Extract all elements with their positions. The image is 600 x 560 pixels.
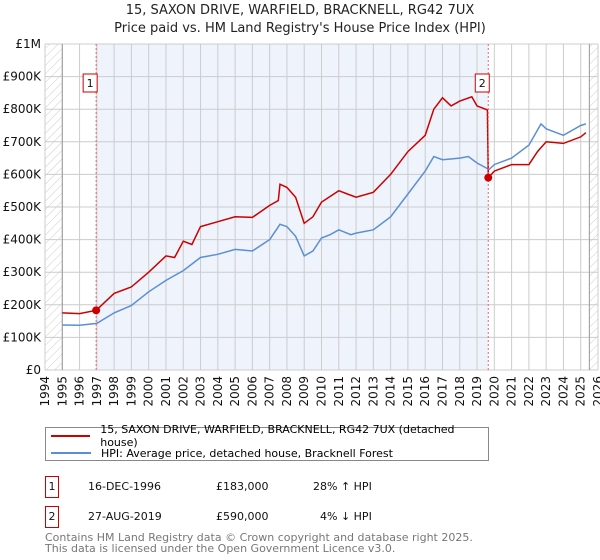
x-tick-label: 2025 xyxy=(574,376,588,407)
x-tick-label: 2012 xyxy=(349,376,363,407)
chart-subtitle: Price paid vs. HM Land Registry's House … xyxy=(114,21,486,36)
sale-row-1: 1 16-DEC-1996 £183,000 28% ↑ HPI xyxy=(45,476,465,498)
y-tick-label: £900K xyxy=(3,70,43,84)
x-tick-label: 2009 xyxy=(297,376,311,407)
x-tick-label: 1995 xyxy=(55,376,69,407)
hpi-line xyxy=(62,122,587,327)
x-tick-label: 2004 xyxy=(211,376,225,407)
sale-hpi-diff: 28% ↑ HPI xyxy=(313,480,372,493)
x-tick-label: 1996 xyxy=(73,376,87,407)
x-tick-label: 2026 xyxy=(591,376,600,407)
sale-marker-badge: 1 xyxy=(45,476,59,498)
legend-swatch-hpi xyxy=(51,452,91,454)
x-tick-label: 2006 xyxy=(245,376,259,407)
x-tick-label: 2015 xyxy=(401,376,415,407)
y-tick-label: £100K xyxy=(3,330,43,344)
sale-1-label-box xyxy=(82,73,98,93)
x-tick-label: 2024 xyxy=(556,376,570,407)
x-tick-label: 2021 xyxy=(505,376,519,407)
x-tick-label: 2022 xyxy=(522,376,536,407)
x-tick-label: 2010 xyxy=(315,376,329,407)
x-tick-label: 2013 xyxy=(366,376,380,407)
y-tick-label: £1M xyxy=(15,37,41,51)
sale-2-point xyxy=(484,173,493,182)
y-tick-label: £500K xyxy=(3,200,43,214)
x-tick-label: 2017 xyxy=(435,376,449,407)
x-tick-label: 2008 xyxy=(280,376,294,407)
x-tick-label: 1999 xyxy=(124,376,138,407)
y-tick-label: £600K xyxy=(3,167,43,181)
legend-label-property: 15, SAXON DRIVE, WARFIELD, BRACKNELL, RG… xyxy=(100,423,455,449)
x-tick-label: 2000 xyxy=(142,376,156,407)
x-tick-label: 1998 xyxy=(107,376,121,407)
x-tick-label: 2003 xyxy=(194,376,208,407)
chart-legend: 15, SAXON DRIVE, WARFIELD, BRACKNELL, RG… xyxy=(45,423,489,461)
x-tick-label: 2002 xyxy=(176,376,190,407)
sale-1-label: 1 xyxy=(87,77,94,90)
sale-2-label-box xyxy=(474,73,490,93)
sale-hpi-diff: 4% ↓ HPI xyxy=(320,510,372,523)
footer-licence: This data is licensed under the Open Gov… xyxy=(45,542,396,555)
sale-date: 16-DEC-1996 xyxy=(88,480,162,493)
x-tick-label: 2014 xyxy=(384,376,398,407)
legend-item-hpi: HPI: Average price, detached house, Brac… xyxy=(51,445,393,461)
y-tick-label: £300K xyxy=(3,265,43,279)
x-tick-label: 2018 xyxy=(453,376,467,407)
y-tick-label: £0 xyxy=(26,363,41,377)
chart-title: 15, SAXON DRIVE, WARFIELD, BRACKNELL, RG… xyxy=(125,3,475,18)
x-tick-label: 2020 xyxy=(487,376,501,407)
price-chart: 1994 1995 1996 1997 1998 1999 2000 2001 2002 2003… xyxy=(3,37,600,407)
sale-date: 27-AUG-2019 xyxy=(88,510,162,523)
y-tick-label: £800K xyxy=(3,102,43,116)
sale-2-label: 2 xyxy=(479,77,486,90)
y-tick-label: £400K xyxy=(3,233,43,247)
x-tick-label: 2001 xyxy=(159,376,173,407)
footer-copyright: Contains HM Land Registry data © Crown c… xyxy=(45,531,473,544)
x-tick-label: 2019 xyxy=(470,376,484,407)
legend-label-hpi: HPI: Average price, detached house, Brac… xyxy=(101,446,393,460)
x-tick-label: 2016 xyxy=(418,376,432,407)
legend-swatch-property xyxy=(51,435,91,437)
property-price-line xyxy=(62,95,587,315)
sale-price: £590,000 xyxy=(216,510,269,523)
sale-price: £183,000 xyxy=(216,480,269,493)
legend-item-property: 15, SAXON DRIVE, WARFIELD, BRACKNELL, RG… xyxy=(51,423,488,449)
x-tick-label: 2005 xyxy=(228,376,242,407)
x-tick-label: 1994 xyxy=(38,376,52,407)
y-tick-label: £200K xyxy=(3,298,43,312)
sale-1-point xyxy=(92,306,101,315)
sale-row-2: 2 27-AUG-2019 £590,000 4% ↓ HPI xyxy=(45,506,465,528)
x-tick-label: 2007 xyxy=(263,376,277,407)
x-tick-label: 2023 xyxy=(539,376,553,407)
y-tick-label: £700K xyxy=(3,135,43,149)
sale-marker-badge: 2 xyxy=(45,506,59,528)
x-tick-label: 2011 xyxy=(332,376,346,407)
x-tick-label: 1997 xyxy=(90,376,104,407)
